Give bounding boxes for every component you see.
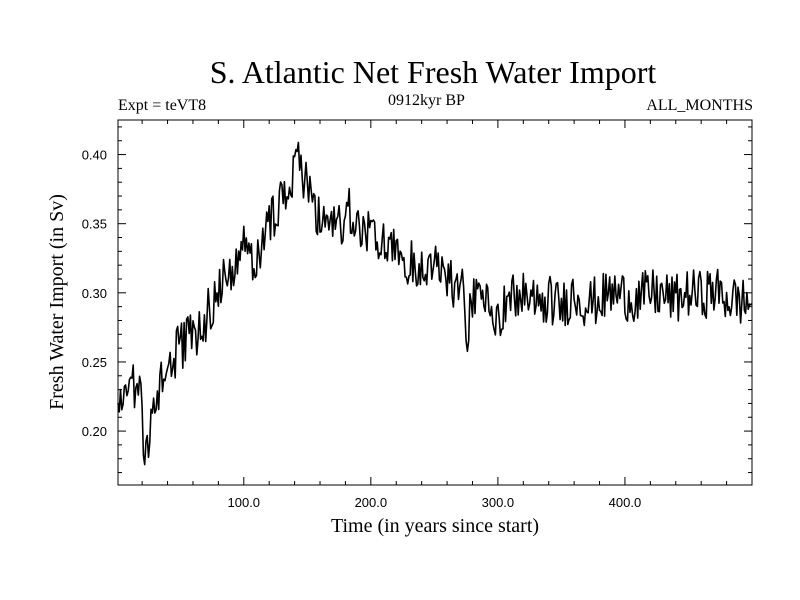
y-tick-label: 0.40 xyxy=(82,148,107,163)
x-tick-label: 300.0 xyxy=(482,495,515,510)
y-axis: 0.20 0.25 0.30 0.35 0.40 xyxy=(82,126,752,474)
period-label: 0912kyr BP xyxy=(388,92,465,109)
series-line xyxy=(117,141,753,466)
y-tick-label: 0.30 xyxy=(82,286,107,301)
y-tick-label: 0.20 xyxy=(82,424,107,439)
y-tick-label: 0.35 xyxy=(82,217,107,232)
x-tick-label: 100.0 xyxy=(228,495,261,510)
y-tick-label: 0.25 xyxy=(82,355,107,370)
plot-frame xyxy=(117,119,753,486)
x-tick-label: 400.0 xyxy=(609,495,642,510)
x-axis: 100.0 200.0 300.0 400.0 xyxy=(141,120,728,510)
months-label: ALL_MONTHS xyxy=(646,97,753,114)
x-axis-title: Time (in years since start) xyxy=(331,515,539,537)
chart-title: S. Atlantic Net Fresh Water Import xyxy=(209,54,657,90)
experiment-label: Expt = teVT8 xyxy=(118,97,207,114)
y-axis-title: Fresh Water Import (in Sv) xyxy=(46,194,68,410)
x-tick-label: 200.0 xyxy=(355,495,388,510)
